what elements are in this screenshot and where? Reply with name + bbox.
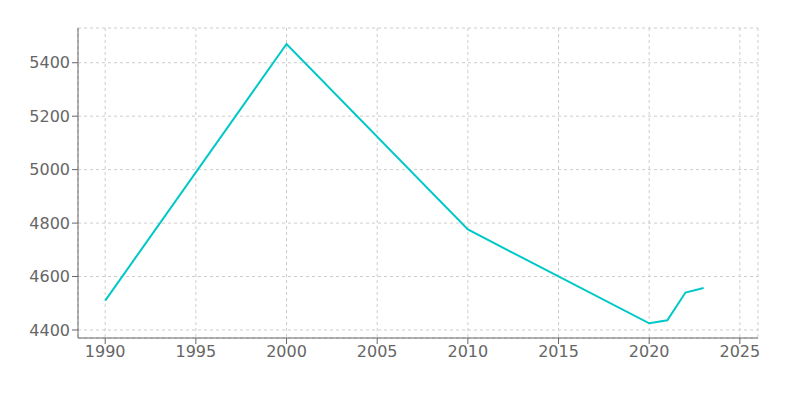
- svg-text:1995: 1995: [176, 342, 217, 361]
- svg-text:5200: 5200: [29, 107, 70, 126]
- svg-text:5400: 5400: [29, 53, 70, 72]
- svg-text:1990: 1990: [85, 342, 126, 361]
- svg-text:2010: 2010: [448, 342, 489, 361]
- svg-text:4400: 4400: [29, 321, 70, 340]
- svg-text:5000: 5000: [29, 160, 70, 179]
- svg-text:4800: 4800: [29, 214, 70, 233]
- svg-text:4600: 4600: [29, 267, 70, 286]
- svg-text:2020: 2020: [629, 342, 670, 361]
- svg-text:2025: 2025: [720, 342, 761, 361]
- svg-text:2015: 2015: [538, 342, 579, 361]
- svg-text:2000: 2000: [266, 342, 307, 361]
- svg-text:2005: 2005: [357, 342, 398, 361]
